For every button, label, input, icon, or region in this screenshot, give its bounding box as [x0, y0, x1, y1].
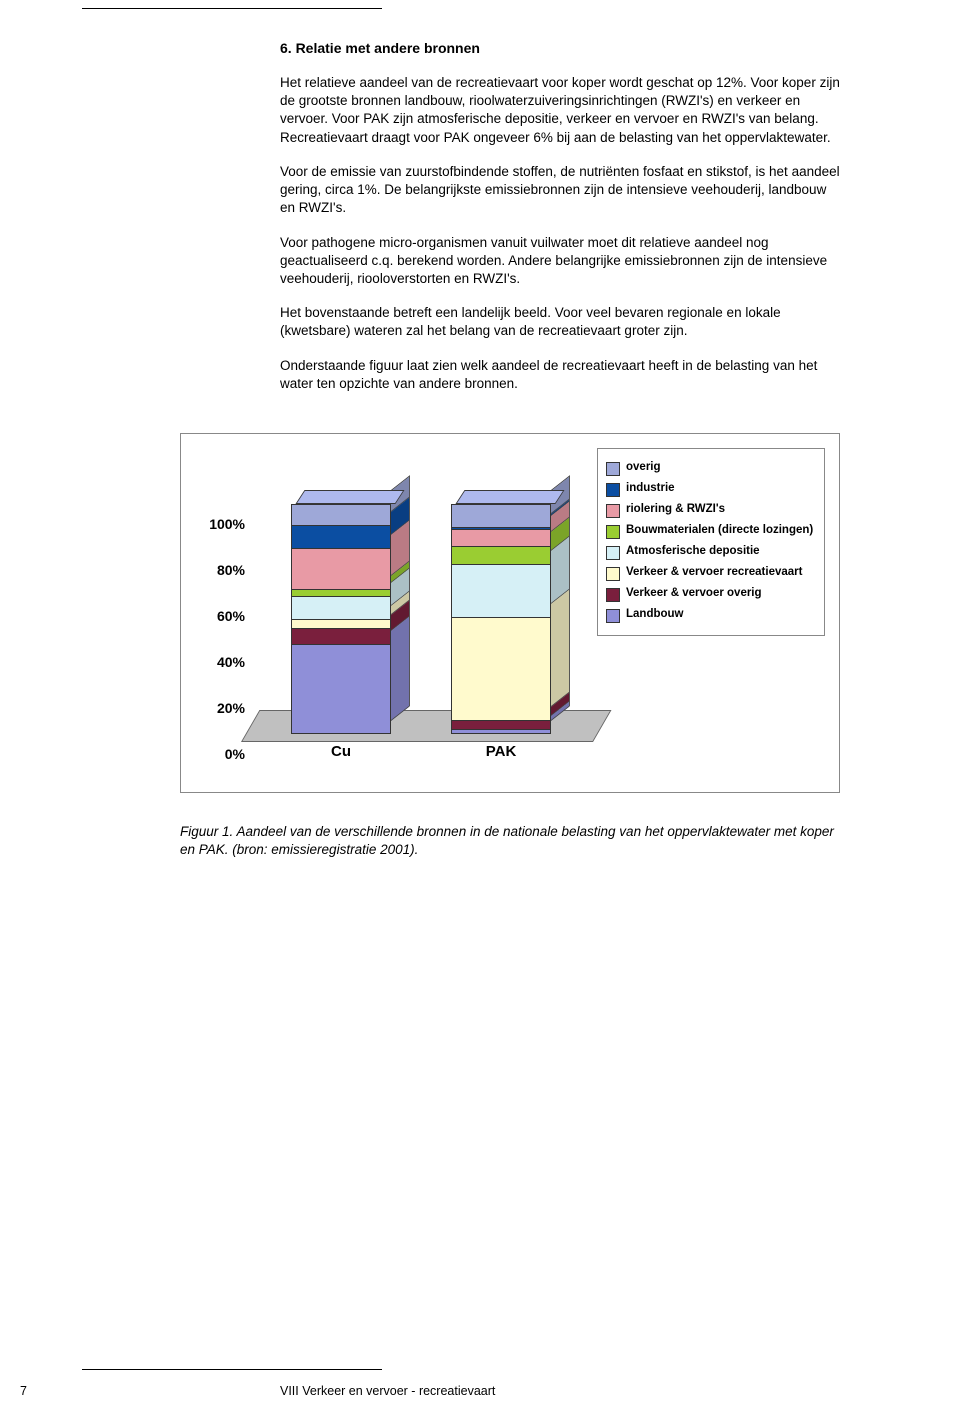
- legend-item-overig: overig: [606, 461, 816, 476]
- legend-swatch: [606, 462, 620, 476]
- legend-label: Landbouw: [626, 608, 684, 622]
- y-tick-label: 20%: [201, 700, 245, 716]
- bar-top-face: [455, 490, 564, 504]
- legend-swatch: [606, 546, 620, 560]
- paragraph: Voor pathogene micro-organismen vanuit v…: [280, 234, 840, 289]
- bar-cu: Cu: [291, 504, 391, 734]
- legend-item-industrie: industrie: [606, 482, 816, 497]
- plot-3d: Cu PAK: [251, 474, 581, 734]
- footer-rule: [82, 1369, 382, 1370]
- header-rule: [82, 8, 382, 9]
- segment-vv_recreatievaart: [451, 617, 551, 721]
- figure-caption: Figuur 1. Aandeel van de verschillende b…: [180, 823, 840, 859]
- segment-riolering_rwzi: [291, 548, 391, 589]
- segment-overig: [291, 504, 391, 525]
- section-heading: 6. Relatie met andere bronnen: [280, 40, 840, 56]
- legend-label: Verkeer & vervoer overig: [626, 587, 762, 601]
- legend-label: industrie: [626, 482, 675, 496]
- legend-item-vv_overig: Verkeer & vervoer overig: [606, 587, 816, 602]
- caption-text: Aandeel van de verschillende bronnen in …: [180, 824, 834, 857]
- y-tick-label: 100%: [201, 516, 245, 532]
- segment-vv_overig: [451, 720, 551, 729]
- y-tick-label: 60%: [201, 608, 245, 624]
- chart-legend: overig industrie riolering & RWZI's Bouwmat…: [597, 448, 825, 636]
- paragraph: Onderstaande figuur laat zien welk aande…: [280, 357, 840, 393]
- legend-label: Atmosferische depositie: [626, 545, 760, 559]
- segment-bouwmaterialen: [291, 589, 391, 596]
- segment-bouwmaterialen: [451, 546, 551, 564]
- segment-overig: [451, 504, 551, 527]
- legend-label: riolering & RWZI's: [626, 503, 725, 517]
- legend-swatch: [606, 525, 620, 539]
- legend-swatch: [606, 588, 620, 602]
- paragraph: Het relatieve aandeel van de recreatieva…: [280, 74, 840, 147]
- bar-front: [451, 504, 551, 734]
- segment-side-vv_recreatievaart: [551, 590, 569, 708]
- x-axis-label: PAK: [451, 743, 551, 760]
- legend-item-landbouw: Landbouw: [606, 608, 816, 623]
- segment-industrie: [291, 525, 391, 548]
- segment-atmosferische_depositie: [451, 564, 551, 617]
- chart-plot-area: 0%20%40%60%80%100% CuPAK: [251, 454, 581, 754]
- segment-atmosferische_depositie: [291, 596, 391, 619]
- legend-item-riolering_rwzi: riolering & RWZI's: [606, 503, 816, 518]
- y-tick-label: 80%: [201, 562, 245, 578]
- paragraph: Voor de emissie van zuurstofbindende sto…: [280, 163, 840, 218]
- paragraph: Het bovenstaande betreft een landelijk b…: [280, 304, 840, 340]
- legend-swatch: [606, 609, 620, 623]
- footer-text: VIII Verkeer en vervoer - recreatievaart: [280, 1384, 495, 1398]
- legend-label: Bouwmaterialen (directe lozingen): [626, 524, 813, 538]
- page: 6. Relatie met andere bronnen Het relati…: [0, 0, 960, 1420]
- bar-side: [551, 475, 570, 721]
- bar-front: [291, 504, 391, 734]
- y-tick-label: 0%: [201, 746, 245, 762]
- legend-swatch: [606, 504, 620, 518]
- legend-label: Verkeer & vervoer recreatievaart: [626, 566, 802, 580]
- y-tick-label: 40%: [201, 654, 245, 670]
- legend-item-vv_recreatievaart: Verkeer & vervoer recreatievaart: [606, 566, 816, 581]
- legend-swatch: [606, 483, 620, 497]
- bar-pak: PAK: [451, 504, 551, 734]
- x-axis-label: Cu: [291, 743, 391, 760]
- segment-side-landbouw: [391, 617, 409, 721]
- segment-vv_recreatievaart: [291, 619, 391, 628]
- legend-item-bouwmaterialen: Bouwmaterialen (directe lozingen): [606, 524, 816, 539]
- segment-riolering_rwzi: [451, 529, 551, 545]
- legend-item-atmosferische_depositie: Atmosferische depositie: [606, 545, 816, 560]
- segment-vv_overig: [291, 628, 391, 644]
- caption-label: Figuur 1.: [180, 824, 233, 839]
- segment-landbouw: [451, 729, 551, 734]
- legend-swatch: [606, 567, 620, 581]
- legend-label: overig: [626, 461, 661, 475]
- page-number: 7: [20, 1384, 27, 1398]
- bar-top-face: [295, 490, 404, 504]
- segment-landbouw: [291, 644, 391, 734]
- chart-frame: 0% 20% 40% 60% 80% 100% Cu PAK overig industrie…: [180, 433, 840, 793]
- bar-side: [391, 475, 410, 721]
- content-column: 6. Relatie met andere bronnen Het relati…: [280, 40, 840, 393]
